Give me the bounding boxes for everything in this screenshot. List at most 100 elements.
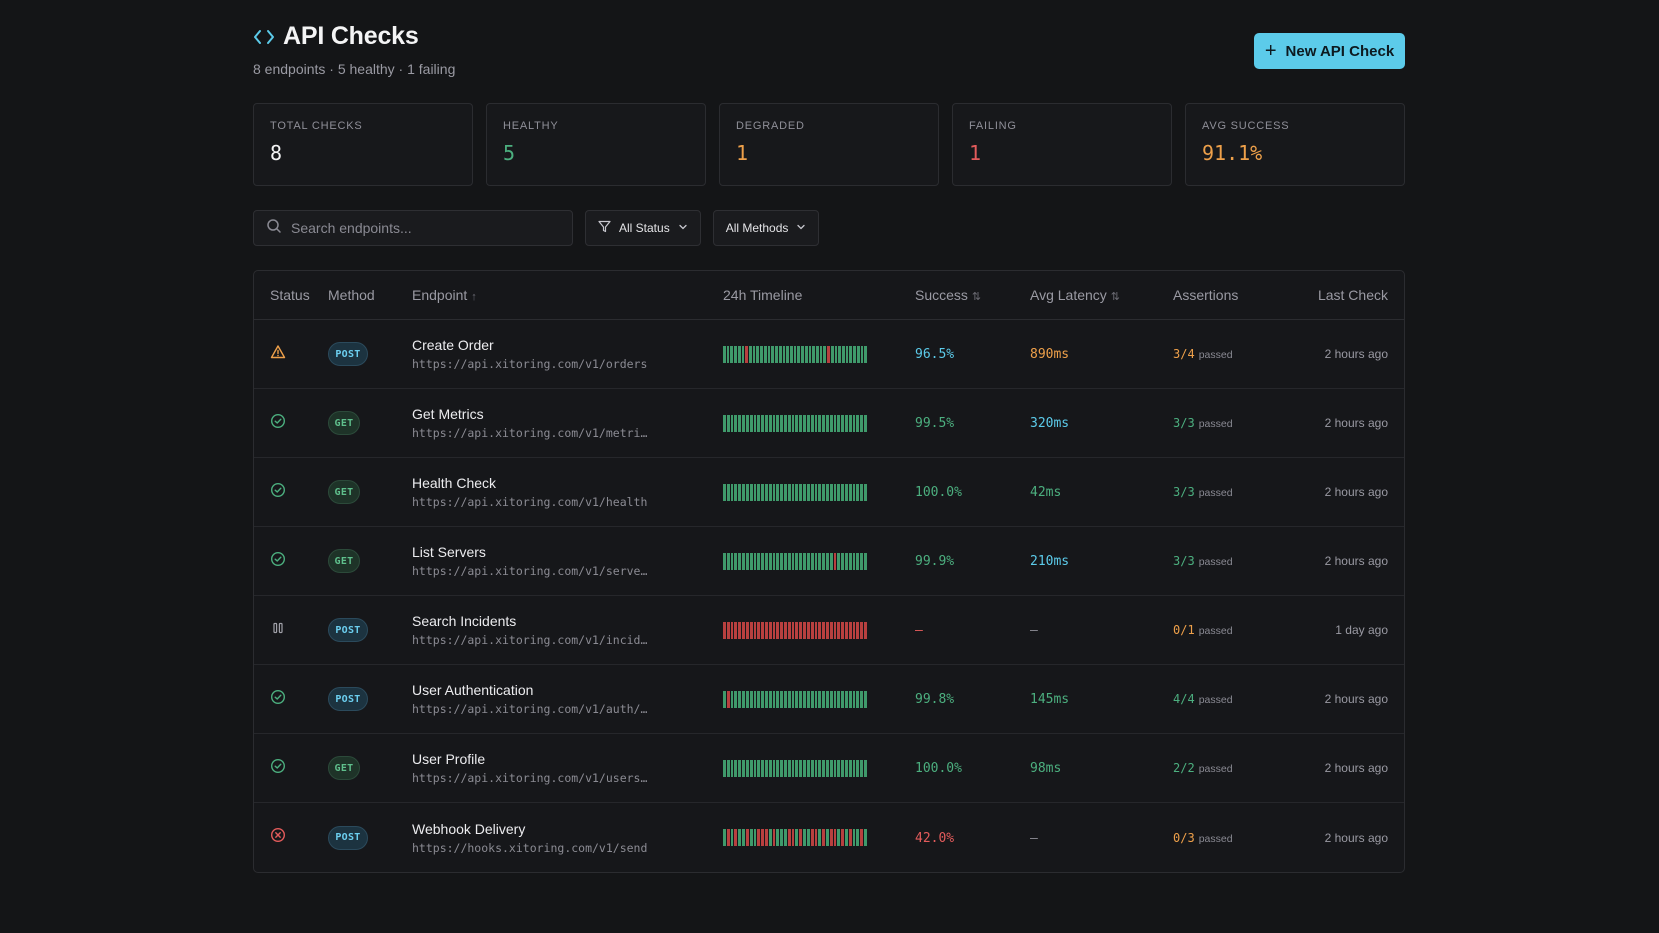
last-check-time: 1 day ago (1335, 623, 1388, 637)
methods-filter-dropdown[interactable]: All Methods (712, 210, 820, 246)
timeline-bar-success (833, 690, 837, 708)
row-endpoint[interactable]: List Servers https://api.xitoring.com/v1/… (412, 544, 723, 578)
row-last-check: 2 hours ago (1285, 690, 1404, 708)
row-endpoint[interactable]: Search Incidents https://api.xitoring.com… (412, 613, 723, 647)
timeline-bar-failure (799, 829, 803, 846)
endpoint-name[interactable]: Search Incidents (412, 613, 517, 629)
table-row[interactable]: GET Health Check https://api.xitoring.com/… (254, 458, 1404, 527)
status-filter-dropdown[interactable]: All Status (585, 210, 701, 246)
table-row[interactable]: GET Get Metrics https://api.xitoring.com/v… (254, 389, 1404, 458)
timeline-bar-success (814, 552, 818, 570)
row-endpoint[interactable]: Get Metrics https://api.xitoring.com/v1/m… (412, 406, 723, 440)
check-circle-icon (270, 689, 286, 709)
stat-label: DEGRADED (736, 120, 805, 132)
row-status (254, 758, 328, 779)
endpoint-name[interactable]: Get Metrics (412, 406, 484, 422)
method-badge: GET (328, 549, 360, 573)
table-row[interactable]: POST Search Incidents https://api.xitoring… (254, 596, 1404, 665)
new-api-check-button[interactable]: + New API Check (1254, 33, 1405, 69)
row-endpoint[interactable]: User Authentication https://api.xitoring.… (412, 682, 723, 716)
table-row[interactable]: GET List Servers https://api.xitoring.com/… (254, 527, 1404, 596)
timeline-bar-success (838, 345, 841, 363)
search-input[interactable] (291, 220, 551, 236)
timeline-bar-success (856, 552, 860, 570)
timeline-bar-success (814, 690, 818, 708)
col-method[interactable]: Method (328, 287, 375, 303)
timeline-bar-success (825, 414, 829, 432)
timeline-bar-failure (784, 621, 787, 639)
timeline-bar-failure (761, 621, 764, 639)
timeline-bar-success (803, 690, 806, 708)
timeline-bar-success (825, 552, 829, 570)
row-assertions: 0/1 passed (1173, 621, 1285, 639)
timeline-bar-success (734, 483, 738, 501)
timeline-bar-failure (829, 829, 833, 846)
timeline-bar-success (749, 552, 753, 570)
title-row: API Checks (253, 22, 419, 51)
timeline-bar-success (734, 690, 738, 708)
endpoint-name[interactable]: User Profile (412, 751, 486, 767)
row-endpoint[interactable]: Create Order https://api.xitoring.com/v1/… (412, 337, 723, 371)
timeline-bar-success (806, 829, 810, 846)
table-row[interactable]: POST Create Order https://api.xitoring.com… (254, 320, 1404, 389)
timeline-bar-failure (806, 621, 810, 639)
endpoint-name[interactable]: Webhook Delivery (412, 820, 526, 837)
col-success[interactable]: Success ⇅ (915, 287, 1030, 303)
table-row[interactable]: POST User Authentication https://api.xitor… (254, 665, 1404, 734)
endpoint-name[interactable]: List Servers (412, 544, 486, 560)
timeline-bar-success (780, 690, 783, 708)
timeline-bar-success (822, 414, 825, 432)
timeline-bar-success (742, 690, 745, 708)
timeline-bar-success (723, 552, 726, 570)
timeline-bar-success (795, 759, 799, 777)
avg-latency: 98ms (1030, 761, 1062, 776)
timeline-bar-failure (776, 621, 780, 639)
row-endpoint[interactable]: Webhook Delivery https://hooks.xitoring.c… (412, 821, 723, 855)
timeline-bar-success (806, 483, 810, 501)
timeline-bar-success (787, 759, 791, 777)
timeline-bar-success (845, 552, 848, 570)
table-row[interactable]: POST Webhook Delivery https://hooks.xitori… (254, 803, 1404, 872)
timeline-bar-success (852, 690, 856, 708)
last-check-time: 2 hours ago (1324, 761, 1388, 775)
timeline-bar-success (738, 829, 742, 846)
table-row[interactable]: GET User Profile https://api.xitoring.com/… (254, 734, 1404, 803)
timeline-bar-success (818, 829, 822, 846)
timeline-bar-success (841, 414, 844, 432)
timeline-bar-success (730, 829, 734, 846)
timeline-bar-success (772, 414, 776, 432)
row-endpoint[interactable]: User Profile https://api.xitoring.com/v1/… (412, 751, 723, 785)
timeline-bar-success (797, 345, 801, 363)
timeline-bar-success (810, 483, 814, 501)
stat-value: 5 (503, 141, 516, 165)
timeline-bar-success (742, 414, 745, 432)
timeline-bar-success (799, 690, 803, 708)
method-badge: GET (328, 480, 360, 504)
col-latency[interactable]: Avg Latency ⇅ (1030, 287, 1173, 303)
timeline-bar-success (776, 414, 780, 432)
timeline-bar-success (745, 690, 749, 708)
timeline-bar-success (787, 690, 791, 708)
stat-card: AVG SUCCESS 91.1% (1185, 103, 1405, 186)
timeline-bar-success (723, 483, 726, 501)
row-endpoint[interactable]: Health Check https://api.xitoring.com/v1/… (412, 475, 723, 509)
timeline-bar-success (799, 483, 803, 501)
endpoint-name[interactable]: Create Order (412, 337, 494, 353)
timeline-bar-success (812, 345, 815, 363)
endpoint-name[interactable]: User Authentication (412, 682, 534, 698)
timeline-bar-success (810, 552, 814, 570)
col-endpoint[interactable]: Endpoint ↑ (412, 287, 723, 303)
check-circle-icon (270, 758, 286, 778)
page-header: API Checks 8 endpoints · 5 healthy · 1 f… (253, 0, 1405, 104)
col-status[interactable]: Status (270, 287, 310, 303)
search-box[interactable] (253, 210, 573, 246)
endpoint-name[interactable]: Health Check (412, 475, 497, 491)
row-last-check: 2 hours ago (1285, 345, 1404, 363)
timeline-bar-success (848, 552, 852, 570)
timeline-bar-success (806, 552, 810, 570)
timeline-bar-success (822, 690, 825, 708)
row-timeline (723, 414, 915, 432)
timeline-bar-failure (791, 829, 795, 846)
timeline-bar-failure (768, 621, 772, 639)
stat-card: HEALTHY 5 (486, 103, 706, 186)
